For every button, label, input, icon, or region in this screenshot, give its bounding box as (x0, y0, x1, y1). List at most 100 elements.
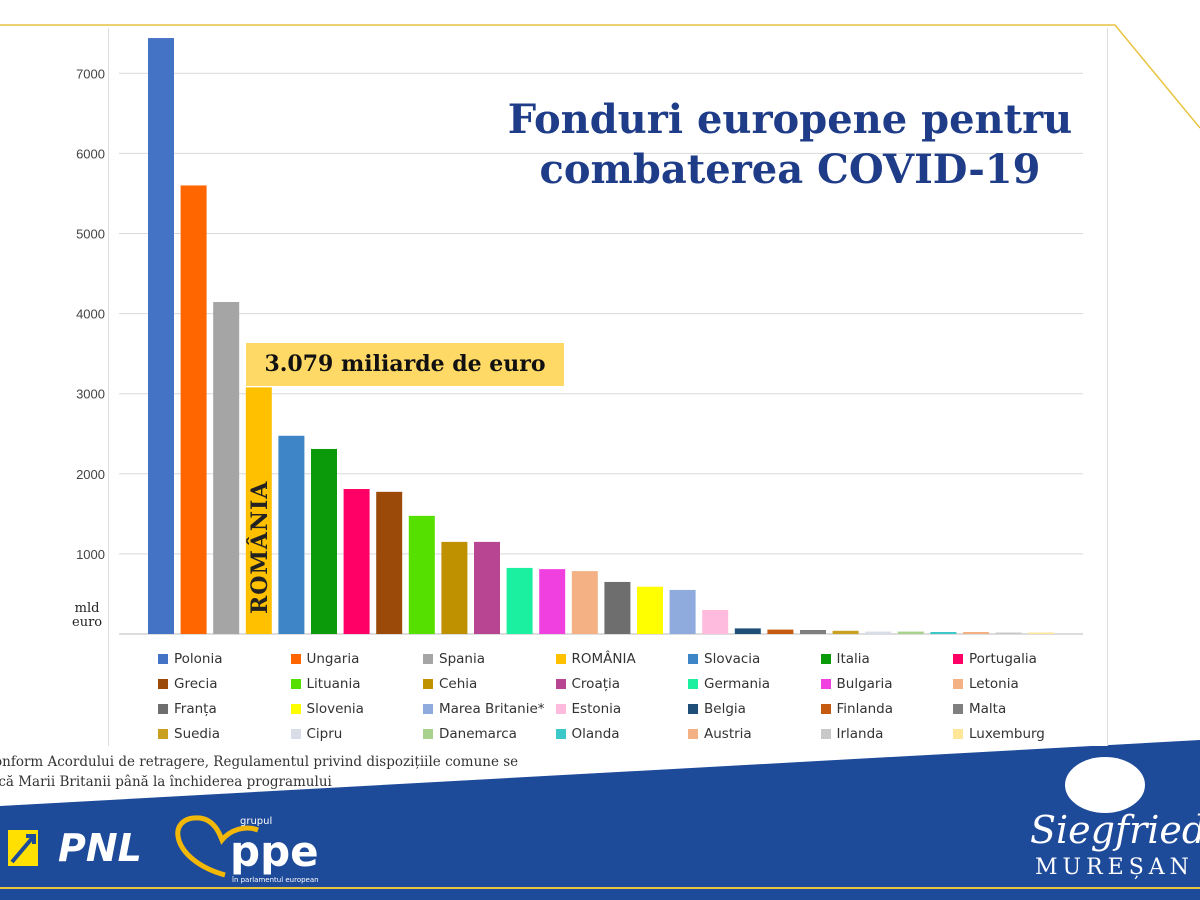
footnote-line: ică Marii Britanii până la închiderea pr… (0, 774, 332, 790)
bar-slovacia (278, 435, 305, 634)
y-tick-label: 2000 (76, 467, 105, 482)
legend-item: Spania (423, 650, 556, 668)
legend-swatch (423, 729, 433, 739)
legend-label: Polonia (174, 651, 223, 667)
legend-item: Franța (158, 700, 291, 718)
legend-label: Irlanda (836, 726, 884, 742)
gold-frame-line (0, 24, 1200, 129)
legend-label: Estonia (571, 701, 622, 717)
legend-label: Malta (969, 701, 1007, 717)
y-label-line: mld (74, 601, 100, 616)
legend-item: Finlanda (820, 700, 954, 718)
bar-suedia (832, 630, 859, 634)
ppe-logo-text: ppe (230, 827, 319, 876)
legend-swatch (158, 679, 168, 689)
legend-item: Lituania (290, 675, 424, 693)
bar-chart: 1000 2000 3000 4000 5000 6000 7000 ROMÂNIA (76, 38, 1083, 635)
legend-label: Croația (571, 676, 621, 692)
bar-cehia (441, 541, 468, 634)
footnote-line: onform Acordului de retragere, Regulamen… (0, 754, 519, 770)
legend-label: Spania (439, 651, 485, 667)
eu-stars-brush-icon (1065, 757, 1145, 813)
legend-swatch (423, 679, 433, 689)
legend-item: Portugalia (953, 650, 1086, 668)
legend-item: Suedia (158, 725, 291, 743)
ppe-heart-icon (175, 815, 259, 878)
bar-polonia (148, 38, 174, 634)
bar-franța (604, 581, 631, 634)
bar-irlanda (995, 632, 1022, 634)
bar-olanda (930, 631, 957, 634)
legend-swatch (820, 654, 831, 664)
legend-label: Italia (836, 651, 870, 667)
legend-swatch (555, 679, 566, 689)
legend-item: Olanda (555, 725, 689, 743)
bar-estonia (702, 609, 729, 634)
legend-swatch (688, 679, 698, 689)
y-tick-label: 4000 (76, 307, 105, 322)
footnote: onform Acordului de retragere, Regulamen… (0, 752, 518, 792)
legend-item: Estonia (555, 700, 689, 718)
legend-swatch (820, 679, 831, 689)
ppe-logo-sub: în parlamentul european (232, 876, 319, 884)
legend-swatch (688, 729, 698, 739)
bar-danemarca (897, 631, 924, 634)
bar-românia (245, 387, 272, 634)
bar-croația (474, 541, 500, 634)
legend-swatch (423, 704, 433, 714)
legend-item: Italia (820, 650, 954, 668)
chart-title: Fonduri europene pentru combaterea COVID… (507, 96, 1073, 193)
legend-item: Slovenia (290, 700, 424, 718)
bar-finlanda (767, 629, 794, 634)
legend-label: Luxemburg (969, 726, 1045, 742)
bar-bulgaria (539, 569, 566, 634)
legend-item: Cehia (423, 675, 556, 693)
footer-band (0, 740, 1200, 900)
legend-label: Franța (174, 701, 217, 717)
legend-label: Finlanda (836, 701, 894, 717)
legend-swatch (688, 654, 698, 664)
legend-swatch (158, 654, 168, 664)
legend-label: Belgia (704, 701, 746, 717)
legend-label: Ungaria (306, 651, 360, 667)
legend-swatch (820, 729, 831, 739)
legend-swatch (158, 704, 168, 714)
bar-slovenia (637, 586, 663, 634)
bar-lituania (408, 515, 435, 634)
legend-swatch (290, 654, 301, 664)
legend-swatch (423, 654, 433, 664)
legend-swatch (555, 729, 566, 739)
legend-swatch (953, 654, 963, 664)
bar-austria (963, 631, 989, 634)
legend-label: Danemarca (439, 726, 517, 742)
legend-label: Austria (704, 726, 752, 742)
legend-item: Malta (953, 700, 1086, 718)
legend-swatch (290, 729, 301, 739)
legend-label: Olanda (571, 726, 620, 742)
legend-label: Marea Britanie* (439, 701, 545, 717)
y-axis-label: mld euro (72, 602, 102, 630)
bar-portugalia (343, 489, 370, 634)
y-tick-label: 5000 (76, 227, 105, 242)
legend-swatch (688, 704, 698, 714)
legend-item: Slovacia (688, 650, 821, 668)
legend-label: Cehia (439, 676, 478, 692)
y-label-line: euro (72, 615, 103, 630)
bar-ungaria (180, 185, 207, 634)
y-tick-label: 7000 (76, 66, 105, 81)
legend-swatch (820, 704, 831, 714)
legend-swatch (290, 704, 301, 714)
legend-label: Letonia (969, 676, 1019, 692)
legend-label: ROMÂNIA (571, 651, 636, 667)
arrow-icon (10, 834, 36, 864)
legend-item: Cipru (290, 725, 424, 743)
legend-item: Grecia (158, 675, 291, 693)
bar-malta (800, 629, 826, 634)
legend-item: Danemarca (423, 725, 556, 743)
legend-item: Ungaria (290, 650, 424, 668)
legend-swatch (953, 729, 963, 739)
y-tick-label: 6000 (76, 146, 105, 161)
legend-item: Bulgaria (820, 675, 954, 693)
signature-name: Siegfried (1030, 808, 1200, 852)
